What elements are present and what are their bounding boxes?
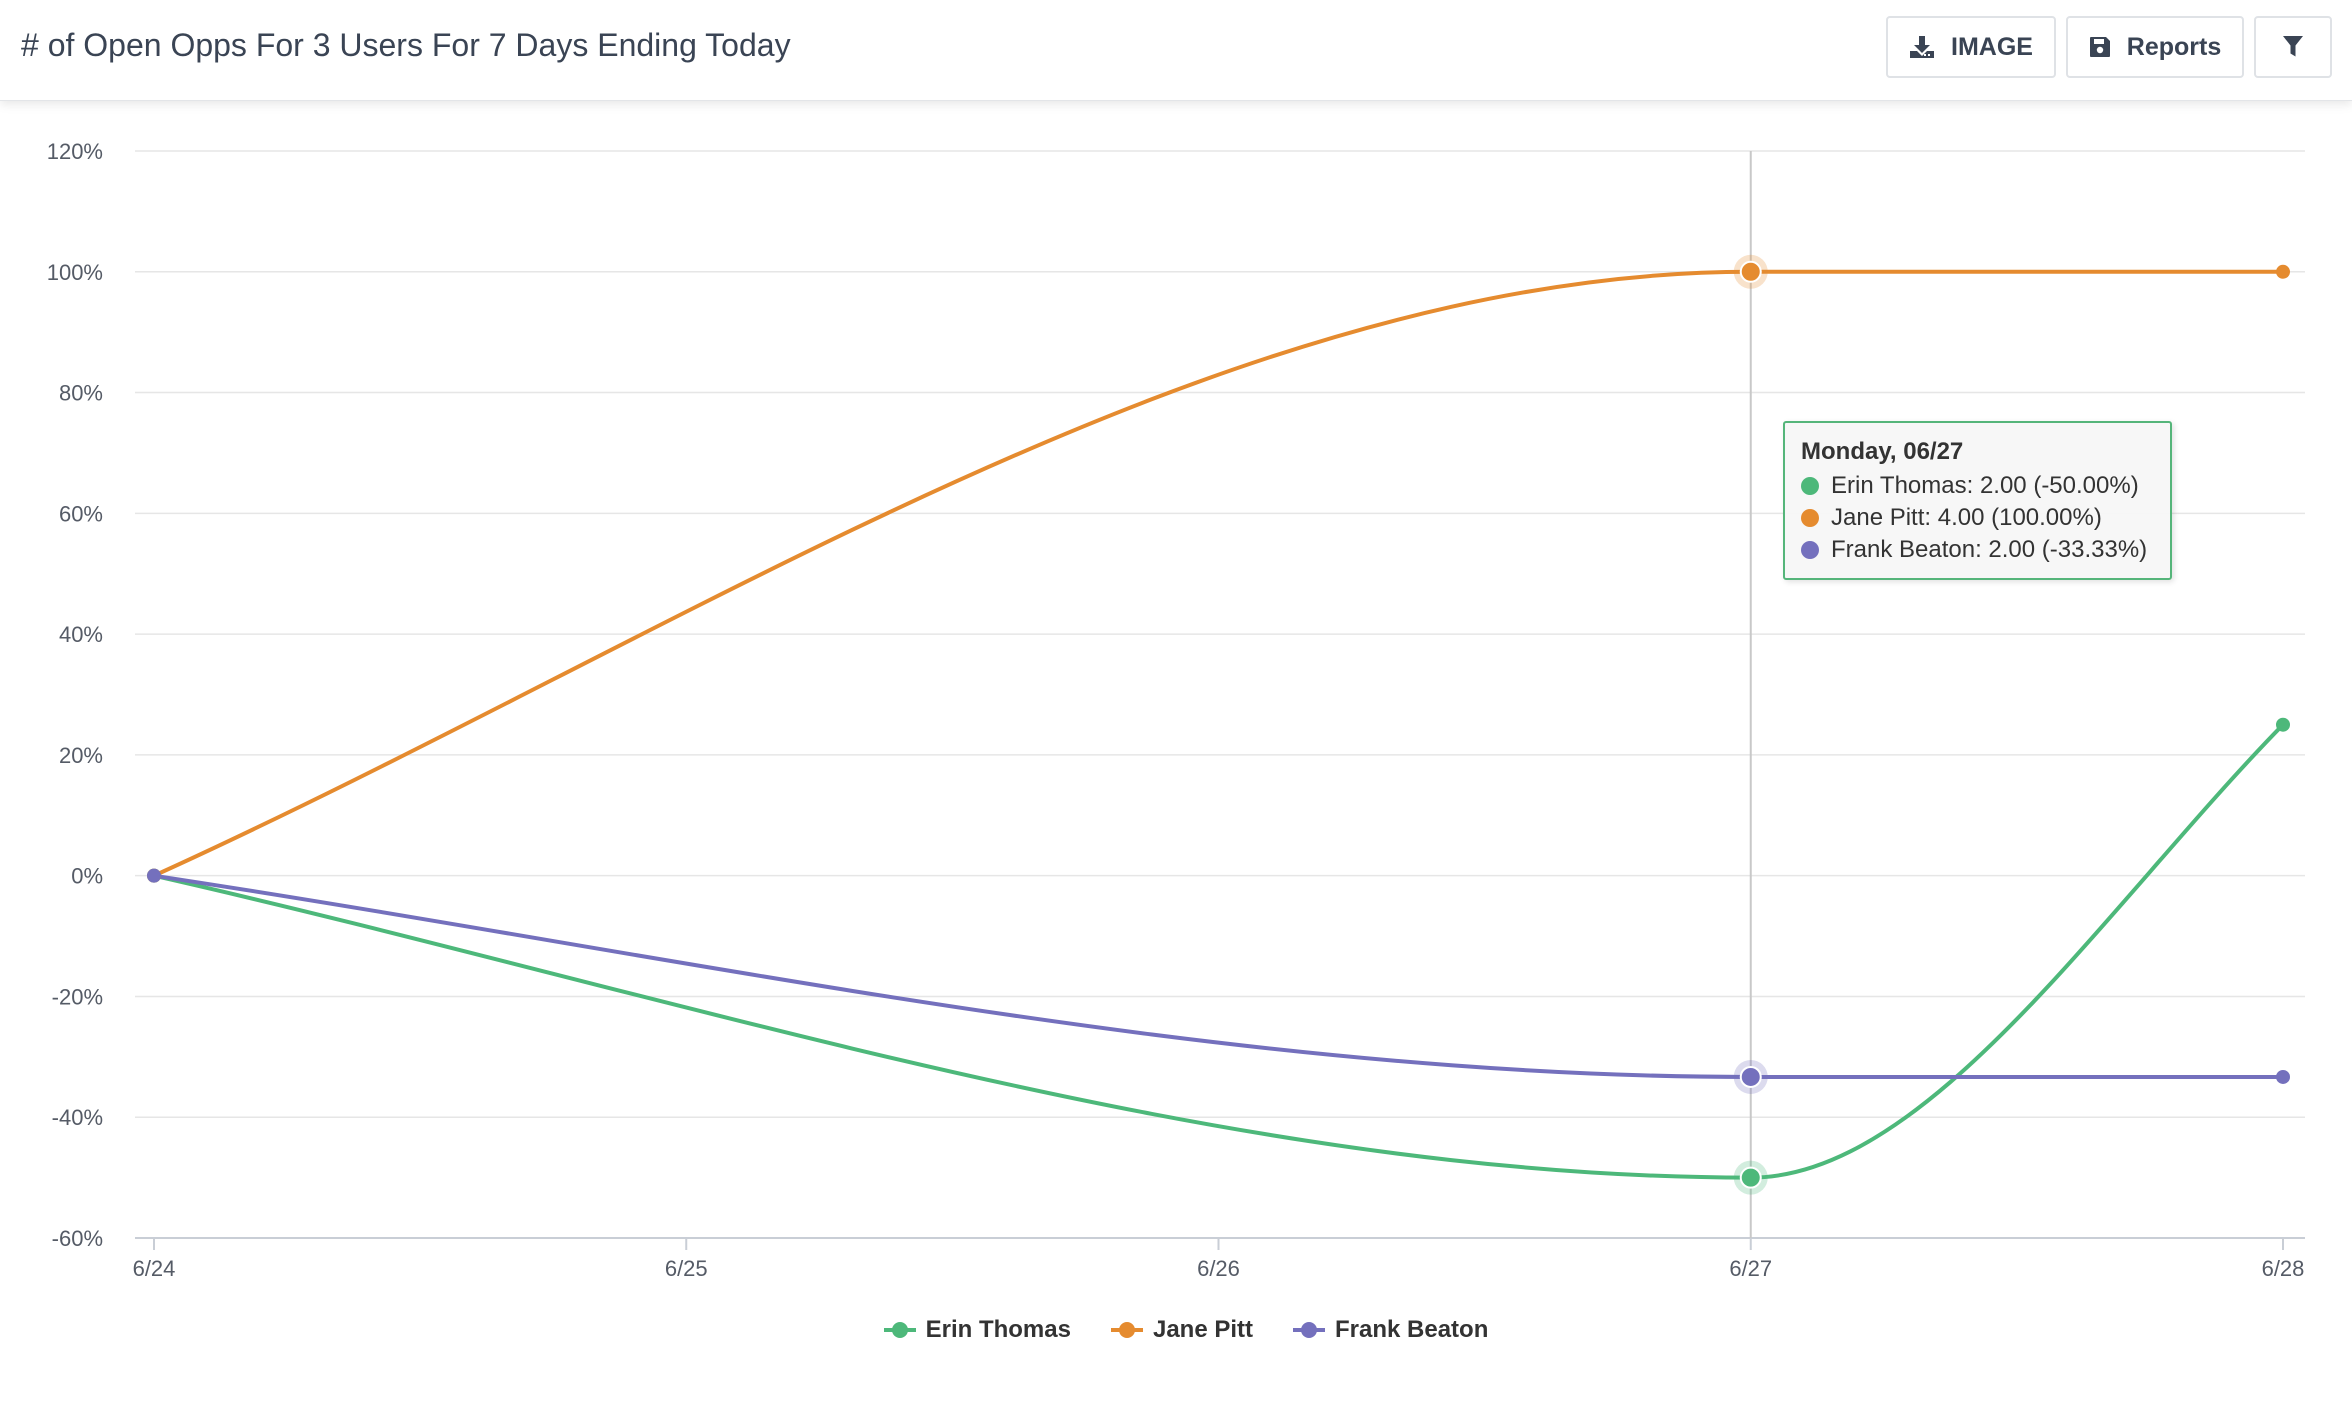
legend-label: Erin Thomas (925, 1316, 1071, 1343)
legend-label: Jane Pitt (1152, 1316, 1253, 1343)
series-line-jane-pitt (152, 269, 2285, 878)
y-tick-label: 40% (59, 622, 103, 647)
chart-tooltip: Monday, 06/27 Erin Thomas: 2.00 (-50.00%… (1783, 421, 2172, 580)
tooltip-row: Erin Thomas: 2.00 (-50.00%) (1801, 470, 2170, 502)
y-tick-label: 0% (71, 864, 103, 889)
data-point-frank-beaton (1739, 1065, 1762, 1088)
data-point-erin-thomas (2276, 717, 2290, 732)
y-tick-label: 80% (59, 381, 103, 406)
y-tick-label: -60% (52, 1226, 103, 1251)
y-tick-label: 20% (59, 743, 103, 768)
tooltip-row: Frank Beaton: 2.00 (-33.33%) (1801, 534, 2170, 566)
tooltip-row: Jane Pitt: 4.00 (100.00%) (1801, 502, 2170, 534)
y-tick-label: 120% (47, 139, 103, 164)
series-dot-icon (1801, 509, 1819, 527)
export-image-label: IMAGE (1951, 32, 2033, 61)
save-icon (2089, 36, 2111, 58)
tooltip-row-text: Frank Beaton: 2.00 (-33.33%) (1831, 536, 2148, 563)
y-tick-label: -40% (52, 1105, 103, 1130)
series-line-erin-thomas (152, 722, 2285, 1180)
legend-line-icon (1293, 1320, 1325, 1340)
data-point-erin-thomas (1739, 1166, 1762, 1189)
legend-label: Frank Beaton (1335, 1316, 1489, 1343)
filter-icon (2282, 35, 2304, 59)
series-dot-icon (1801, 541, 1819, 559)
legend-item-jane-pitt[interactable]: Jane Pitt (1110, 1316, 1253, 1344)
x-tick-label: 6/27 (1729, 1256, 1772, 1281)
data-point-jane-pitt (1739, 260, 1762, 283)
tooltip-row-text: Erin Thomas: 2.00 (-50.00%) (1831, 472, 2139, 499)
x-tick-label: 6/25 (665, 1256, 708, 1281)
y-tick-label: 100% (47, 260, 103, 285)
y-tick-label: 60% (59, 501, 103, 526)
legend-line-icon (883, 1320, 916, 1340)
x-tick-label: 6/28 (2262, 1256, 2305, 1281)
reports-label: Reports (2126, 32, 2222, 61)
series-dot-icon (1801, 477, 1819, 495)
legend-line-icon (1110, 1320, 1143, 1340)
data-point-frank-beaton (2276, 1069, 2290, 1084)
legend-item-erin-thomas[interactable]: Erin Thomas (883, 1316, 1071, 1344)
data-point-frank-beaton (147, 868, 161, 883)
reports-button[interactable]: Reports (2066, 16, 2244, 78)
y-tick-label: -20% (52, 984, 103, 1009)
tooltip-header: Monday, 06/27 (1801, 438, 1964, 465)
export-image-button[interactable]: IMAGE (1886, 16, 2056, 78)
chart-header: # of Open Opps For 3 Users For 7 Days En… (0, 0, 2352, 101)
tooltip-row-text: Jane Pitt: 4.00 (100.00%) (1831, 504, 2102, 531)
filter-button[interactable] (2254, 16, 2332, 78)
download-icon (1909, 34, 1935, 60)
legend-item-frank-beaton[interactable]: Frank Beaton (1293, 1316, 1488, 1344)
series-line-frank-beaton (152, 873, 2285, 1079)
x-tick-label: 6/26 (1197, 1256, 1240, 1281)
x-tick-label: 6/24 (133, 1256, 176, 1281)
data-point-jane-pitt (2276, 264, 2290, 279)
chart-title: # of Open Opps For 3 Users For 7 Days En… (21, 27, 791, 63)
chart-legend: Erin Thomas Jane Pitt Frank Beaton (0, 1316, 2352, 1344)
